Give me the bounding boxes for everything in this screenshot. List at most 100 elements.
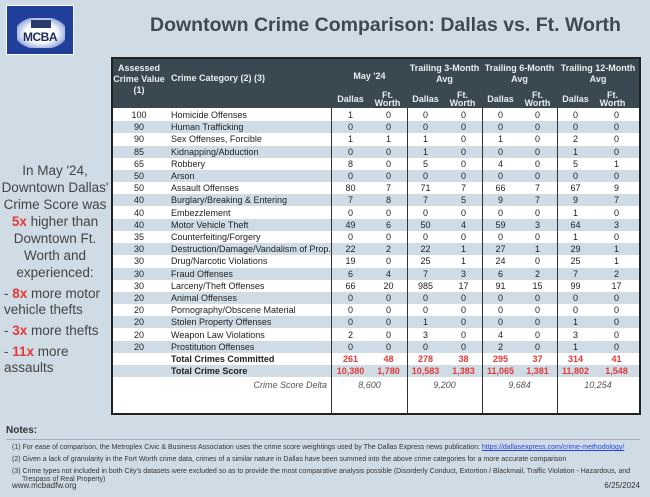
total-value: 38 [458, 354, 469, 364]
cell-value: 4 [497, 158, 503, 169]
cell-value: 7 [460, 183, 466, 194]
cell-value: 0 [422, 110, 428, 120]
cell-value: 0 [422, 122, 428, 133]
total-value: 11,802 [561, 366, 590, 377]
cell-value: 1 [572, 232, 578, 242]
cell-value: 66 [495, 183, 506, 194]
total-label: Total Crimes Committed [171, 354, 275, 364]
cell-value: 3 [613, 219, 619, 230]
cell-value: 0 [347, 341, 353, 352]
methodology-link[interactable]: https://dallasexpress.com/crime-methodol… [481, 444, 625, 451]
cell-value: 1 [613, 256, 619, 267]
summary-text: higher than Downtown Ft. Worth and exper… [13, 214, 99, 280]
delta-label: Crime Score Delta [253, 380, 327, 391]
cell-value: 7 [385, 183, 391, 194]
crime-category: Human Trafficking [171, 122, 244, 133]
cell-value: 0 [534, 341, 540, 352]
cell-value: 0 [613, 329, 619, 340]
cell-value: 66 [345, 280, 356, 291]
crime-category: Burglary/Breaking & Entering [171, 195, 288, 206]
cell-value: 0 [422, 171, 428, 181]
cell-value: 0 [613, 110, 619, 120]
crime-value: 20 [133, 317, 144, 328]
cell-value: 8 [347, 158, 353, 169]
cell-value: 9 [572, 195, 578, 206]
note-3: (3) Crime types not included in both Cit… [12, 468, 631, 483]
table-row: 50 Assault Offenses 80 7 71 7 66 7 67 9 [113, 182, 639, 194]
crime-value: 40 [133, 195, 144, 206]
cell-value: 29 [570, 244, 581, 255]
note-1-text: (1) For ease of comparison, the Metrople… [12, 444, 482, 451]
bullet-text: more thefts [27, 323, 99, 338]
cell-value: 0 [534, 329, 540, 340]
cell-value: 0 [613, 305, 619, 316]
cell-value: 80 [345, 183, 356, 194]
cell-value: 0 [534, 256, 540, 267]
footer-url[interactable]: www.mcbadfw.org [12, 481, 77, 490]
table-row: 90 Sex Offenses, Forcible 1 1 1 0 1 0 2 0 [113, 133, 639, 145]
summary-bullet: - 11x more assaults [0, 344, 110, 376]
cell-value: 0 [347, 305, 353, 316]
cell-value: 0 [385, 146, 391, 157]
total-value: 295 [492, 354, 509, 364]
cell-value: 0 [572, 110, 578, 120]
total-value: 10,380 [336, 366, 365, 377]
header-group: Trailing 6-Month Avg [484, 63, 555, 84]
cell-value: 0 [460, 110, 466, 120]
bullet-multiplier: 3x [12, 323, 28, 338]
cell-value: 0 [613, 207, 619, 218]
header-dallas: Dallas [412, 94, 439, 104]
table-row: 20 Animal Offenses 0 0 0 0 0 0 0 0 [113, 292, 639, 304]
cell-value: 0 [534, 207, 540, 218]
cell-value: 7 [422, 195, 428, 206]
total-label: Total Crime Score [171, 366, 248, 377]
table-row: 30 Fraud Offenses 6 4 7 3 6 2 7 2 [113, 267, 639, 280]
header-ft-worth: Ft. Worth [524, 90, 551, 108]
column-divider [331, 108, 332, 413]
cell-value: 0 [613, 146, 619, 157]
crime-value: 20 [133, 293, 144, 303]
crime-value: 30 [133, 244, 144, 255]
page-title: Downtown Crime Comparison: Dallas vs. Ft… [150, 14, 621, 36]
cell-value: 0 [347, 232, 353, 242]
crime-value: 90 [133, 134, 144, 145]
total-value: 37 [532, 354, 543, 364]
crime-value: 20 [133, 329, 144, 340]
cell-value: 0 [385, 110, 391, 120]
cell-value: 6 [497, 268, 503, 279]
cell-value: 0 [460, 293, 466, 303]
table-row: 40 Motor Vehicle Theft 49 6 50 4 59 3 64 3 [113, 218, 639, 231]
cell-value: 0 [572, 293, 578, 303]
table-row: 90 Human Trafficking 0 0 0 0 0 0 0 0 [113, 121, 639, 134]
cell-value: 0 [534, 122, 540, 133]
crime-value: 40 [133, 207, 144, 218]
cell-value: 0 [613, 317, 619, 328]
crime-category: Robbery [171, 158, 206, 169]
cell-value: 1 [422, 317, 428, 328]
note-1: (1) For ease of comparison, the Metrople… [12, 444, 640, 452]
cell-value: 25 [420, 256, 431, 267]
cell-value: 0 [534, 110, 540, 120]
cell-value: 20 [383, 280, 394, 291]
crime-category: Motor Vehicle Theft [171, 219, 249, 230]
crime-table: Assessed Crime Value (1) Crime Category … [111, 57, 641, 415]
bullet-multiplier: 11x [12, 344, 35, 359]
column-divider [407, 108, 408, 413]
crime-value: 30 [133, 280, 144, 291]
total-value: 11,065 [486, 366, 515, 377]
total-value: 1,780 [377, 366, 400, 377]
cell-value: 1 [460, 244, 466, 255]
header-value: Assessed Crime Value (1) [113, 63, 165, 95]
crime-category: Stolen Property Offenses [171, 317, 272, 328]
header-ft-worth: Ft. Worth [599, 90, 626, 108]
table-row: 20 Stolen Property Offenses 0 0 1 0 0 0 1 0 [113, 316, 639, 329]
crime-category: Drug/Narcotic Violations [171, 256, 268, 267]
crime-value: 20 [133, 341, 144, 352]
delta-value: 9,200 [433, 380, 456, 391]
cell-value: 0 [497, 122, 503, 133]
cell-value: 0 [347, 146, 353, 157]
header-group: May '24 [353, 71, 386, 81]
cell-value: 25 [570, 256, 581, 267]
bullet-dash: - [4, 323, 13, 338]
cell-value: 0 [534, 134, 540, 145]
